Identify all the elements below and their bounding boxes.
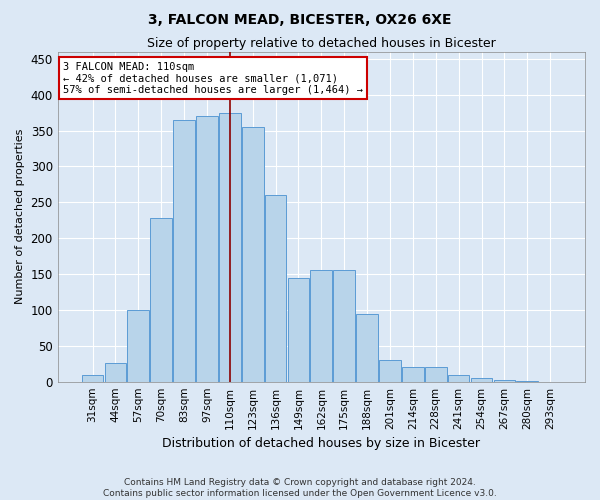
Bar	[379, 360, 401, 382]
Bar	[494, 380, 515, 382]
Text: Contains HM Land Registry data © Crown copyright and database right 2024.
Contai: Contains HM Land Registry data © Crown c…	[103, 478, 497, 498]
Bar	[173, 120, 195, 382]
Bar	[104, 363, 126, 382]
Bar	[470, 378, 493, 382]
Y-axis label: Number of detached properties: Number of detached properties	[15, 129, 25, 304]
Bar	[356, 314, 378, 382]
Bar	[150, 218, 172, 382]
Bar	[219, 112, 241, 382]
Text: 3 FALCON MEAD: 110sqm
← 42% of detached houses are smaller (1,071)
57% of semi-d: 3 FALCON MEAD: 110sqm ← 42% of detached …	[63, 62, 363, 95]
Bar	[334, 270, 355, 382]
Bar	[265, 195, 286, 382]
Bar	[242, 127, 263, 382]
Bar	[310, 270, 332, 382]
Bar	[517, 381, 538, 382]
Bar	[402, 368, 424, 382]
X-axis label: Distribution of detached houses by size in Bicester: Distribution of detached houses by size …	[163, 437, 481, 450]
Bar	[287, 278, 310, 382]
Bar	[82, 374, 103, 382]
Bar	[196, 116, 218, 382]
Bar	[448, 374, 469, 382]
Title: Size of property relative to detached houses in Bicester: Size of property relative to detached ho…	[147, 38, 496, 51]
Bar	[127, 310, 149, 382]
Text: 3, FALCON MEAD, BICESTER, OX26 6XE: 3, FALCON MEAD, BICESTER, OX26 6XE	[148, 12, 452, 26]
Bar	[425, 368, 446, 382]
